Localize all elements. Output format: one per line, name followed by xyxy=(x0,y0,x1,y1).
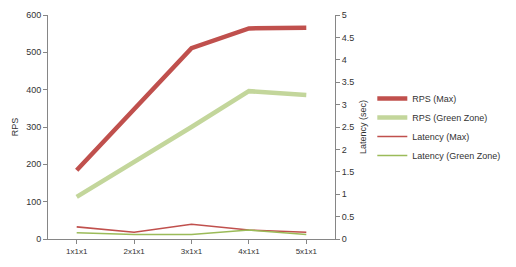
svg-text:RPS (Max): RPS (Max) xyxy=(412,94,456,104)
svg-text:Latency (sec): Latency (sec) xyxy=(358,100,368,154)
svg-text:3x1x1: 3x1x1 xyxy=(181,247,203,256)
svg-text:0: 0 xyxy=(36,234,41,244)
svg-text:0.5: 0.5 xyxy=(342,212,355,222)
svg-text:3.5: 3.5 xyxy=(342,77,355,87)
svg-text:5x1x1: 5x1x1 xyxy=(296,247,318,256)
svg-text:RPS: RPS xyxy=(10,118,20,137)
svg-text:2x1x1: 2x1x1 xyxy=(123,247,145,256)
svg-text:3: 3 xyxy=(342,100,347,110)
svg-text:2: 2 xyxy=(342,145,347,155)
svg-text:Latency (Green Zone): Latency (Green Zone) xyxy=(412,151,500,161)
svg-text:4: 4 xyxy=(342,55,347,65)
svg-text:RPS (Green Zone): RPS (Green Zone) xyxy=(412,113,487,123)
svg-text:4.5: 4.5 xyxy=(342,33,355,43)
svg-text:300: 300 xyxy=(26,122,41,132)
svg-text:600: 600 xyxy=(26,10,41,20)
svg-text:4x1x1: 4x1x1 xyxy=(238,247,260,256)
svg-text:0: 0 xyxy=(342,234,347,244)
svg-text:100: 100 xyxy=(26,197,41,207)
svg-text:1.5: 1.5 xyxy=(342,167,355,177)
svg-text:1: 1 xyxy=(342,189,347,199)
svg-text:Latency (Max): Latency (Max) xyxy=(412,132,469,142)
svg-text:5: 5 xyxy=(342,10,347,20)
svg-text:200: 200 xyxy=(26,159,41,169)
svg-text:2.5: 2.5 xyxy=(342,122,355,132)
svg-text:400: 400 xyxy=(26,85,41,95)
svg-text:1x1x1: 1x1x1 xyxy=(66,247,88,256)
svg-text:500: 500 xyxy=(26,47,41,57)
